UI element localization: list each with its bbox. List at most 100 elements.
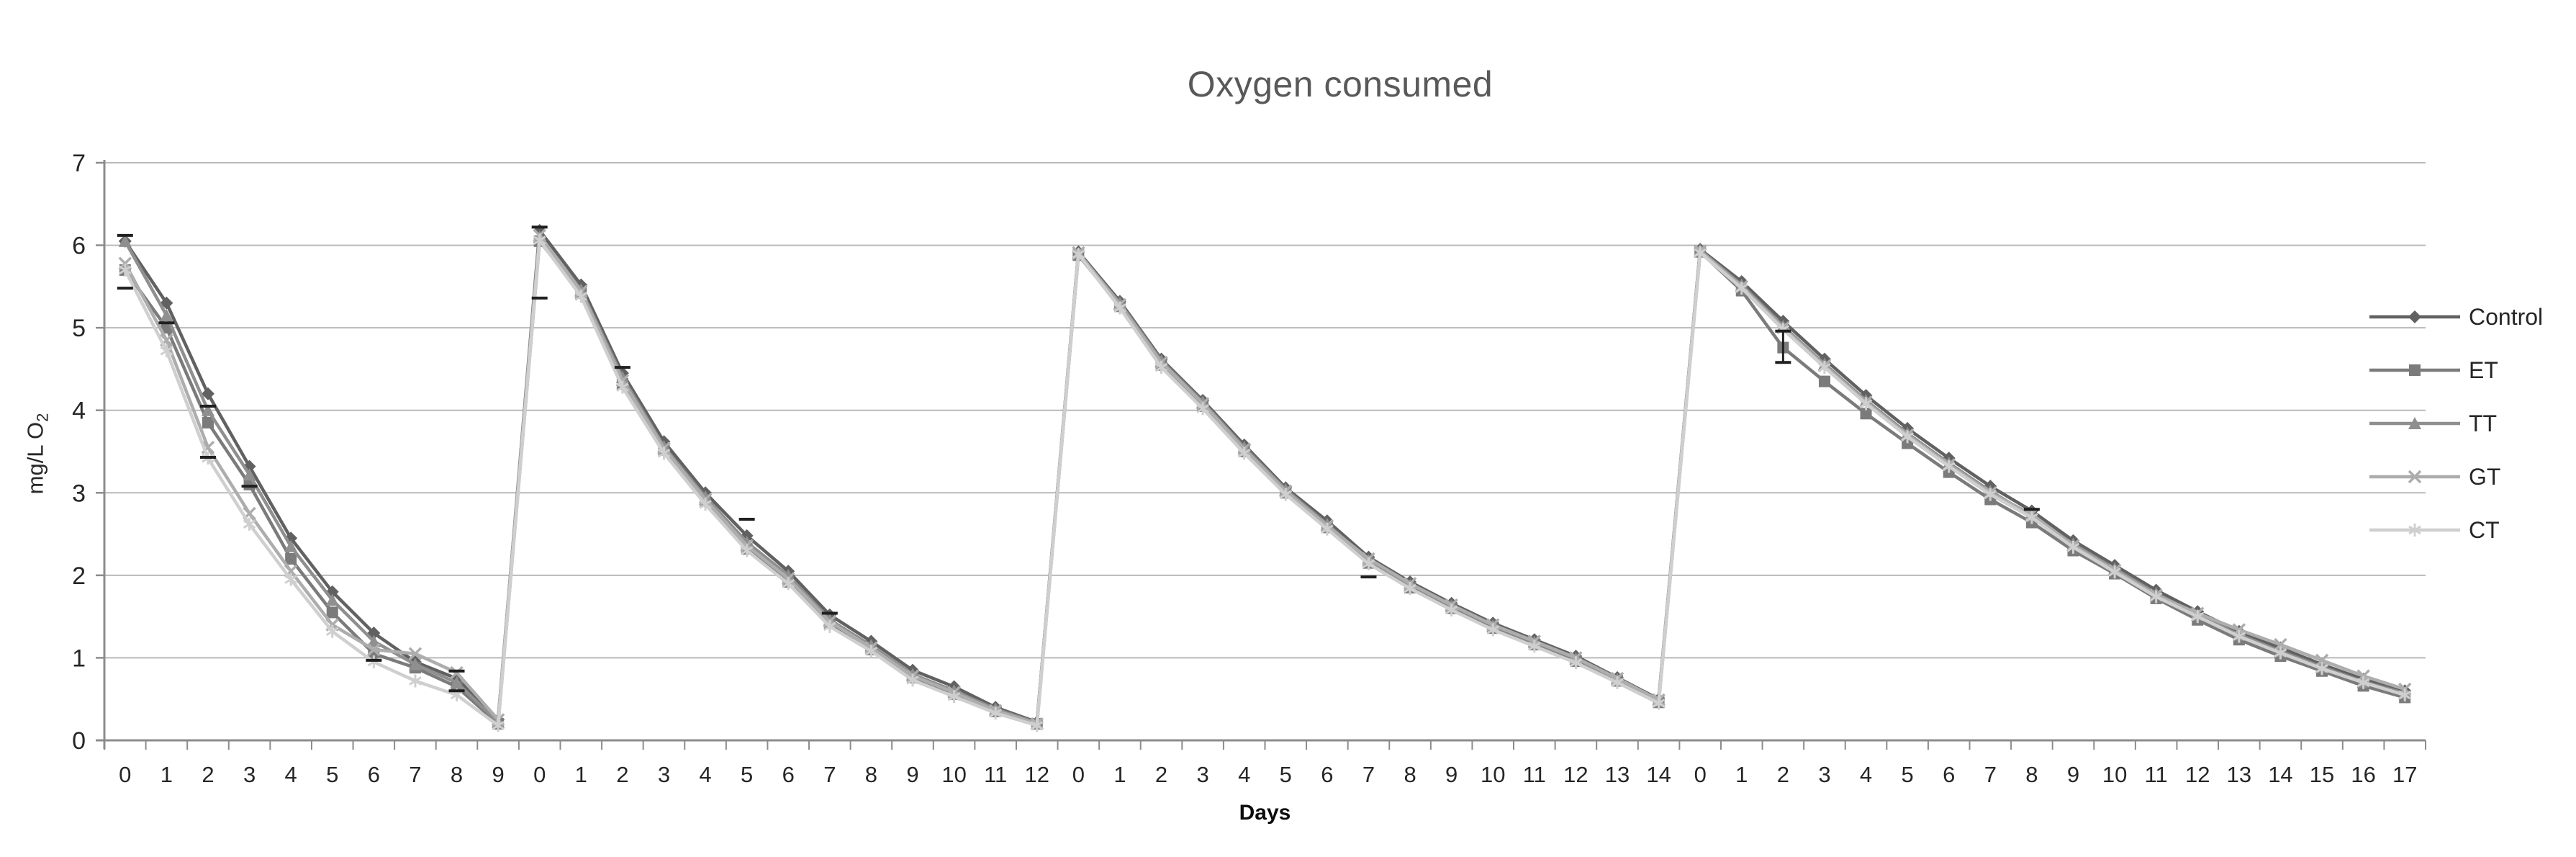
x-tick-label: 5 <box>1902 762 1914 787</box>
triangle-marker <box>408 658 422 670</box>
x-tick-label: 2 <box>616 762 628 787</box>
asterisk-marker <box>864 645 878 658</box>
asterisk-marker <box>823 619 836 633</box>
y-axis-title-text: mg/L O <box>22 421 48 495</box>
x-tick-label: 8 <box>865 762 877 787</box>
asterisk-marker <box>906 673 919 687</box>
square-marker <box>326 606 338 619</box>
y-tick-label-5: 5 <box>72 315 86 342</box>
error-bar <box>531 225 548 300</box>
x-tick-label: 7 <box>1984 762 1997 787</box>
y-tick-label-2: 2 <box>72 562 86 590</box>
triangle-marker <box>201 403 214 416</box>
x-tick-label: 0 <box>1694 762 1707 787</box>
asterisk-marker <box>782 577 795 591</box>
x-tick-label: 12 <box>1563 762 1588 787</box>
y-axis-title: mg/L O2 <box>22 413 52 495</box>
asterisk-marker <box>2398 688 2412 701</box>
asterisk-marker <box>1113 301 1126 315</box>
legend-item-gt: GT <box>2369 464 2500 490</box>
series-control <box>118 223 2412 729</box>
y-tick-label-3: 3 <box>72 480 86 507</box>
asterisk-marker <box>533 233 546 247</box>
x-tick-label: 5 <box>741 762 753 787</box>
asterisk-marker <box>2066 540 2080 554</box>
asterisk-marker <box>699 498 712 511</box>
asterisk-marker <box>284 573 297 586</box>
error-bar <box>1775 329 1791 364</box>
diamond-marker <box>2408 310 2421 323</box>
triangle-marker <box>450 676 464 688</box>
x-tick-label: 10 <box>941 762 966 787</box>
x-marker <box>367 642 381 657</box>
x-tick-label: 16 <box>2351 762 2375 787</box>
x-tick-label: 8 <box>451 762 463 787</box>
y-tick-label-0: 0 <box>72 727 86 755</box>
asterisk-marker <box>1486 623 1500 637</box>
asterisk-marker <box>574 290 588 303</box>
asterisk-marker <box>1196 402 1209 416</box>
square-marker <box>285 552 297 565</box>
y-tick-label-1: 1 <box>72 645 86 672</box>
triangle-marker <box>243 468 256 481</box>
legend-label: Control <box>2469 304 2543 330</box>
x-tick-label: 2 <box>1155 762 1167 787</box>
x-tick-label: 12 <box>1025 762 1049 787</box>
x-tick-label: 4 <box>1238 762 1250 787</box>
x-tick-label: 9 <box>2067 762 2079 787</box>
x-tick-label: 10 <box>2102 762 2127 787</box>
x-tick-label: 5 <box>1280 762 1292 787</box>
asterisk-marker <box>1072 248 1085 261</box>
y-tick-label-4: 4 <box>72 398 86 425</box>
asterisk-marker <box>2233 629 2246 643</box>
error-bar <box>448 669 465 693</box>
x-tick-label: 1 <box>575 762 587 787</box>
x-tick-label: 1 <box>1113 762 1126 787</box>
x-tick-label: 13 <box>1605 762 1630 787</box>
asterisk-marker <box>1030 719 1044 732</box>
x-marker <box>450 665 464 680</box>
asterisk-marker <box>616 380 629 394</box>
asterisk-marker <box>492 719 505 732</box>
x-marker <box>2408 470 2422 484</box>
square-marker <box>1818 375 1830 387</box>
chart-title: Oxygen consumed <box>1187 64 1493 104</box>
asterisk-marker <box>1362 557 1375 570</box>
square-marker <box>202 416 214 428</box>
x-tick-label: 13 <box>2227 762 2251 787</box>
x-marker <box>2274 637 2287 652</box>
x-tick-label: 3 <box>243 762 256 787</box>
asterisk-marker <box>947 690 961 704</box>
x-tick-label: 12 <box>2185 762 2210 787</box>
x-tick-label: 7 <box>823 762 836 787</box>
legend-label: TT <box>2469 410 2497 436</box>
x-tick-label: 14 <box>1646 762 1671 787</box>
triangle-marker <box>325 593 339 606</box>
diamond-marker <box>201 387 214 400</box>
legend-label: GT <box>2469 464 2500 490</box>
asterisk-marker <box>2356 676 2370 689</box>
x-tick-label: 0 <box>119 762 131 787</box>
x-tick-label: 0 <box>533 762 546 787</box>
asterisk-marker <box>2274 646 2287 660</box>
x-tick-label: 11 <box>984 762 1007 787</box>
x-tick-label: 7 <box>409 762 421 787</box>
x-marker <box>2315 653 2329 668</box>
x-tick-label: 3 <box>658 762 670 787</box>
square-marker <box>2409 364 2421 376</box>
asterisk-marker <box>409 674 422 688</box>
asterisk-marker <box>1237 447 1251 460</box>
x-tick-label: 8 <box>2025 762 2038 787</box>
x-tick-label: 15 <box>2310 762 2334 787</box>
x-tick-label: 2 <box>1777 762 1789 787</box>
asterisk-marker <box>118 263 132 277</box>
series-ct <box>118 233 2412 732</box>
x-tick-label: 0 <box>1072 762 1085 787</box>
x-tick-label: 11 <box>2145 762 2168 787</box>
x-tick-label: 7 <box>1362 762 1375 787</box>
x-marker <box>408 647 422 660</box>
legend-label: CT <box>2469 517 2500 543</box>
series-gt <box>118 228 2412 731</box>
x-tick-label: 6 <box>1321 762 1333 787</box>
